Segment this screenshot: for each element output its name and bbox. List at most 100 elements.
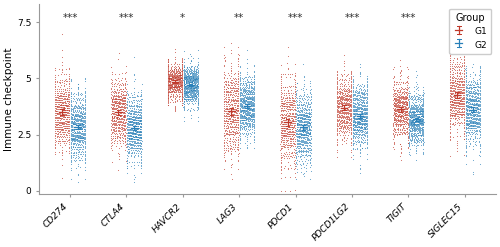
Point xyxy=(408,115,416,119)
Point xyxy=(61,110,69,114)
Point xyxy=(404,113,411,117)
Point xyxy=(363,97,371,101)
Point xyxy=(446,81,454,85)
Point xyxy=(460,107,468,111)
Point xyxy=(412,134,420,138)
Point xyxy=(67,122,75,125)
Point xyxy=(186,52,194,56)
Point xyxy=(306,177,314,181)
Point xyxy=(357,126,365,130)
Point xyxy=(173,75,181,79)
Point xyxy=(126,134,134,138)
Point xyxy=(292,167,300,171)
Point xyxy=(168,70,176,74)
Point xyxy=(65,109,73,113)
Point xyxy=(290,102,298,105)
Point xyxy=(290,116,298,120)
Point xyxy=(58,106,66,110)
Point xyxy=(342,88,349,92)
Point xyxy=(419,133,427,137)
Point xyxy=(111,110,119,114)
Point xyxy=(402,96,410,100)
Point xyxy=(355,122,363,126)
Point xyxy=(79,98,87,102)
Point xyxy=(220,90,228,94)
Point xyxy=(337,119,345,123)
Point xyxy=(295,134,303,138)
Point xyxy=(306,127,314,131)
Point xyxy=(353,89,361,93)
Point xyxy=(74,91,82,95)
Point xyxy=(70,121,78,125)
Point xyxy=(236,114,244,118)
Point xyxy=(476,76,484,80)
Point xyxy=(62,110,70,114)
Point xyxy=(462,150,470,154)
Point xyxy=(464,116,472,120)
Point xyxy=(296,149,304,153)
Point xyxy=(342,104,350,108)
Point xyxy=(240,77,248,81)
Point xyxy=(65,104,73,108)
Point xyxy=(250,94,258,98)
Point xyxy=(410,132,418,136)
Point xyxy=(303,162,311,165)
Point xyxy=(67,161,75,165)
Point xyxy=(117,94,125,98)
Point xyxy=(410,125,418,129)
Point xyxy=(191,78,199,82)
Point xyxy=(412,97,420,101)
Point xyxy=(399,87,407,91)
Point xyxy=(339,87,347,91)
Point xyxy=(453,103,461,107)
Point xyxy=(403,65,411,69)
Point xyxy=(290,101,298,105)
Point xyxy=(338,115,346,119)
Point xyxy=(338,103,345,107)
Point xyxy=(249,88,257,92)
Point xyxy=(124,121,132,124)
Point xyxy=(250,87,258,91)
Point xyxy=(180,87,188,91)
Point xyxy=(79,136,87,140)
Point xyxy=(108,144,116,148)
Point xyxy=(344,92,352,96)
Point xyxy=(70,128,78,132)
Point xyxy=(78,134,86,138)
Point xyxy=(408,111,416,115)
Point xyxy=(164,76,172,80)
Point xyxy=(466,120,473,124)
Point xyxy=(282,125,290,129)
Point xyxy=(350,131,358,135)
Point xyxy=(226,143,234,147)
Point xyxy=(242,124,250,128)
Point xyxy=(475,96,483,100)
Point xyxy=(462,100,469,104)
Point xyxy=(408,100,416,104)
Point xyxy=(333,96,341,100)
Point xyxy=(455,93,463,97)
Point xyxy=(122,82,130,86)
Point xyxy=(120,103,128,107)
Point xyxy=(126,133,134,137)
Point xyxy=(236,128,244,132)
Point xyxy=(135,110,143,114)
Point xyxy=(355,134,363,138)
Point xyxy=(233,82,241,86)
Point xyxy=(178,86,186,90)
Point xyxy=(354,106,362,110)
Point xyxy=(352,102,360,106)
Point xyxy=(290,166,298,170)
Point xyxy=(69,106,77,110)
Point xyxy=(236,87,244,91)
Point xyxy=(81,122,89,125)
Point xyxy=(138,154,145,158)
Point xyxy=(340,115,348,119)
Point xyxy=(420,124,428,128)
Point xyxy=(227,110,235,114)
Point xyxy=(300,117,308,121)
Point xyxy=(242,111,250,115)
Point xyxy=(468,122,476,125)
Point xyxy=(344,77,352,81)
Point xyxy=(306,121,314,125)
